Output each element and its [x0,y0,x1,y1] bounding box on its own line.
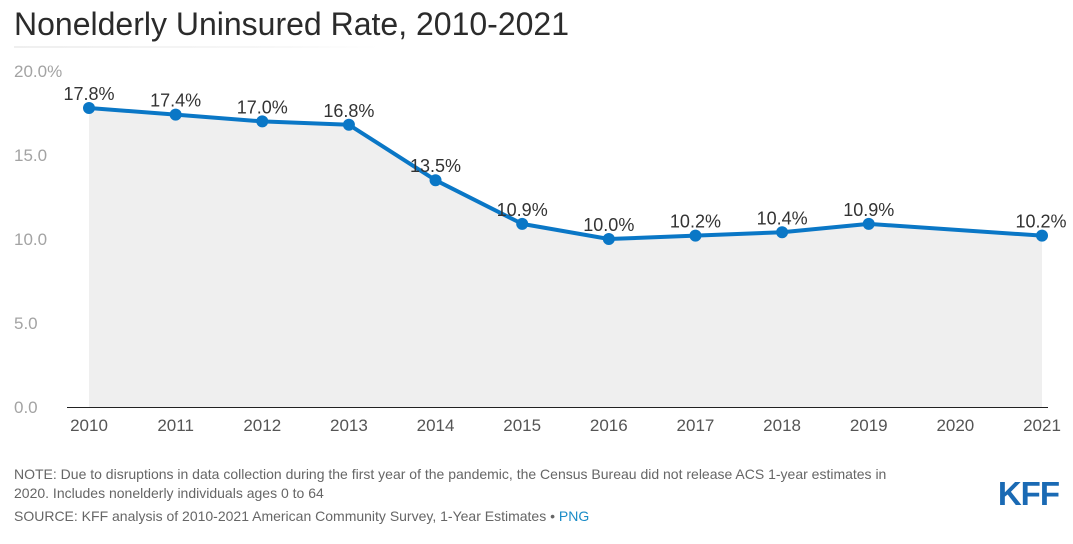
chart-footer: NOTE: Due to disruptions in data collect… [14,465,989,526]
y-tick-label: 15.0 [14,146,47,165]
title-divider [14,46,379,48]
data-point [516,217,529,230]
data-label: 17.4% [150,91,201,111]
data-point [256,115,269,128]
line-area-chart: 0.0 5.0 10.0 15.0 20.0% 2010 2011 2012 2013 2014 2… [14,62,1067,435]
data-point [862,217,875,230]
x-tick-label: 2017 [677,416,715,435]
data-label: 17.0% [237,97,288,117]
x-tick-label: 2018 [763,416,801,435]
source-text: SOURCE: KFF analysis of 2010-2021 Americ… [14,508,559,524]
data-point [689,229,702,242]
data-label: 10.9% [843,200,894,220]
note-line-2: 2020. Includes nonelderly individuals ag… [14,485,324,501]
x-tick-label: 2021 [1023,416,1061,435]
note-line-1: NOTE: Due to disruptions in data collect… [14,466,887,482]
data-point [429,174,442,187]
data-label: 10.4% [757,208,808,228]
x-tick-label: 2010 [70,416,108,435]
x-tick-label: 2011 [157,416,194,435]
data-point [83,101,95,114]
x-tick-label: 2020 [936,416,974,435]
source-line: SOURCE: KFF analysis of 2010-2021 Americ… [14,507,989,526]
data-point [602,233,615,245]
data-label: 10.2% [670,212,721,232]
x-tick-label: 2019 [850,416,888,435]
data-label: 10.9% [497,200,548,220]
y-tick-label: 0.0 [14,398,38,417]
x-tick-label: 2012 [243,416,281,435]
x-tick-label: 2015 [503,416,541,435]
kff-logo: KFF [997,475,1060,512]
x-tick-label: 2013 [330,416,368,435]
x-tick-label: 2016 [590,416,628,435]
y-tick-label: 20.0% [14,62,62,81]
data-point [1036,229,1048,242]
data-point [342,118,355,131]
data-point [169,108,182,121]
data-point [776,226,789,239]
data-label: 13.5% [410,156,461,176]
area-fill [89,107,1042,408]
data-label: 17.8% [63,84,114,104]
x-tick-label: 2014 [417,416,455,435]
y-tick-label: 5.0 [14,314,38,333]
data-label: 10.0% [583,215,634,235]
data-label: 16.8% [323,101,374,121]
png-download-link[interactable]: PNG [558,508,590,524]
y-tick-label: 10.0 [14,230,47,249]
chart-title: Nonelderly Uninsured Rate, 2010-2021 [14,6,570,42]
data-label: 10.2% [1015,212,1066,232]
